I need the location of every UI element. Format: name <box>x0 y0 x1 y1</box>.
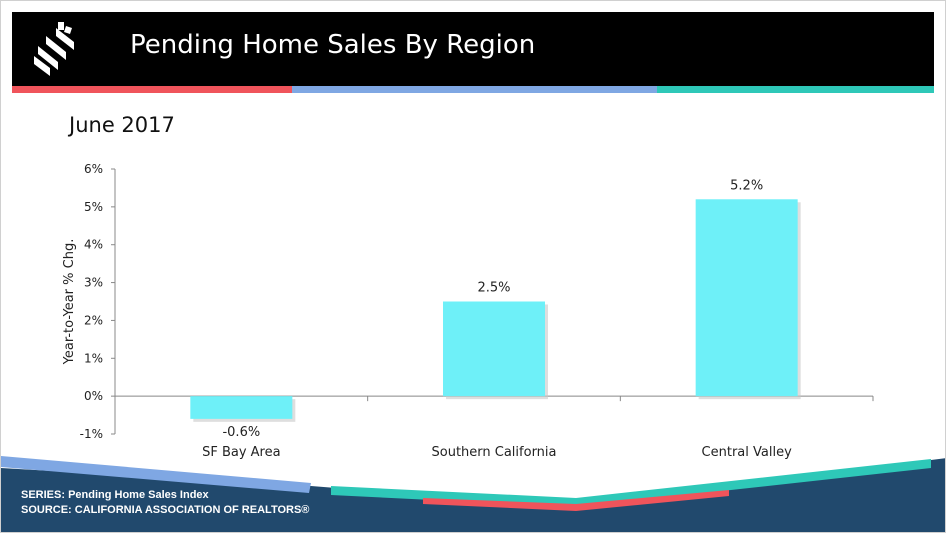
y-tick-label: 1% <box>84 351 103 365</box>
y-tick-label: 4% <box>84 238 103 252</box>
footer-stripe-teal <box>331 459 931 507</box>
footer-stripe-red <box>423 490 729 511</box>
bar-sf-bay-area <box>190 396 293 419</box>
y-tick-label: -1% <box>80 427 103 441</box>
data-label: 2.5% <box>477 281 510 296</box>
title-bar: Pending Home Sales By Region <box>12 12 934 86</box>
x-tick-label: Southern California <box>432 445 557 460</box>
bar-central-valley <box>695 199 798 397</box>
footer-band <box>1 458 945 532</box>
footer-stripe-blue <box>1 456 311 493</box>
y-tick-label: 2% <box>84 313 103 327</box>
y-tick-label: 3% <box>84 276 103 290</box>
footer-source-text: SOURCE: CALIFORNIA ASSOCIATION OF REALTO… <box>21 504 310 516</box>
x-tick-label: Central Valley <box>702 445 793 460</box>
accent-stripe-blue <box>292 86 657 93</box>
chart-subtitle: June 2017 <box>69 113 175 137</box>
y-tick-label: 6% <box>84 162 103 176</box>
accent-stripe-teal <box>657 86 934 93</box>
accent-stripe-red <box>12 86 292 93</box>
car-logo-icon <box>34 22 74 76</box>
footer-graphic <box>1 456 945 532</box>
page-title: Pending Home Sales By Region <box>130 30 536 60</box>
bar-chart: -1% 0% 1% 2% 3% 4% 5% 6% Year-to-Year % Chg. -0.6… <box>62 162 874 460</box>
x-tick-label: SF Bay Area <box>202 445 281 460</box>
y-axis-label: Year-to-Year % Chg. <box>62 239 77 366</box>
y-tick-label: 5% <box>84 200 103 214</box>
bar-southern-california <box>443 301 545 397</box>
data-label: 5.2% <box>730 178 763 193</box>
y-tick-label: 0% <box>84 389 103 403</box>
data-label: -0.6% <box>222 425 260 440</box>
footer-series-text: SERIES: Pending Home Sales Index <box>21 489 209 501</box>
